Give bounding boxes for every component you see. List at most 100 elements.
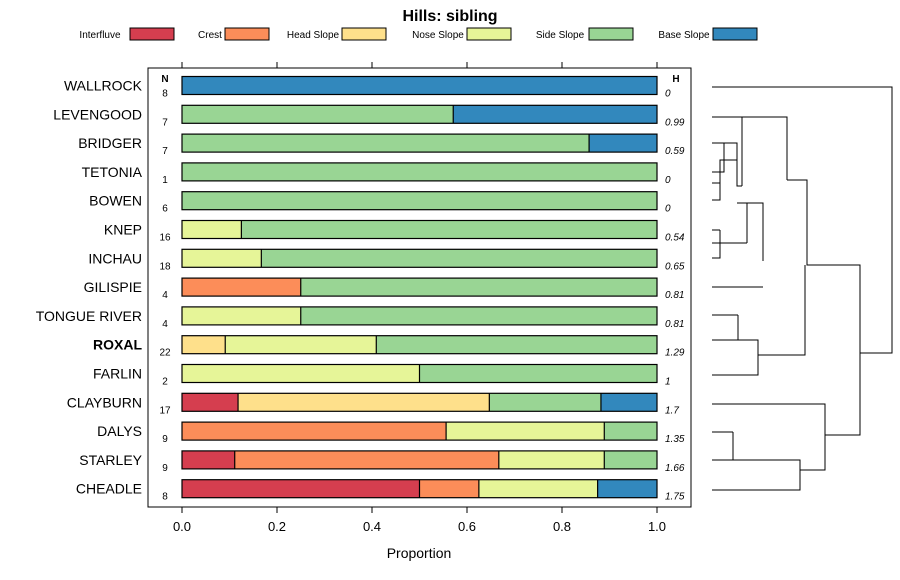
x-tick-label: 0.2 — [268, 519, 286, 534]
category-label: FARLIN — [93, 366, 142, 382]
dendrogram-branch — [712, 403, 826, 471]
bar-segment — [182, 364, 420, 383]
legend: Interfluve Crest Head Slope Nose Slope Side … — [79, 27, 758, 41]
h-value: 0.81 — [665, 290, 684, 301]
h-value: 0.65 — [665, 261, 685, 272]
n-value: 17 — [159, 405, 171, 416]
legend-swatch — [588, 27, 634, 41]
n-value: 4 — [162, 319, 168, 330]
bar-outline — [181, 191, 658, 211]
n-value: 8 — [162, 89, 168, 100]
h-value: 0.59 — [665, 146, 685, 157]
h-value: 1.7 — [665, 405, 679, 416]
h-value: 0.54 — [665, 233, 685, 244]
h-value: 0.99 — [665, 117, 685, 128]
legend-label: Base Slope — [658, 30, 710, 41]
bar-segment — [446, 422, 605, 441]
bar-segment — [182, 105, 454, 124]
bar-segment — [376, 335, 657, 354]
bar-segment — [182, 191, 657, 210]
h-value: 1.66 — [665, 463, 685, 474]
bar-outline — [181, 75, 658, 96]
dendrogram-branch — [724, 159, 742, 187]
h-value: 0 — [665, 89, 671, 100]
plot-frame — [147, 67, 692, 508]
bar-segment — [604, 450, 657, 469]
bar-segment — [300, 278, 657, 297]
dendrogram-branch — [737, 202, 748, 243]
legend-swatch — [129, 27, 175, 41]
h-value: 1.29 — [665, 348, 685, 359]
bar-segment — [225, 335, 377, 354]
bar-segment — [597, 479, 657, 498]
bar-segment — [182, 393, 239, 412]
bar-segment — [478, 479, 598, 498]
bar-segment — [489, 393, 601, 412]
bar-outline — [181, 133, 658, 153]
h-value: 1 — [665, 377, 671, 388]
x-tick-label: 0.6 — [458, 519, 476, 534]
dendrogram-branch — [747, 202, 764, 261]
bars: WALLROCK 8 0 LEVENGOOD 7 0.99 BRIDGER 7 0.59 TETO… — [36, 75, 685, 503]
n-value: 7 — [162, 146, 168, 157]
category-label: TETONIA — [82, 164, 143, 180]
bar-segment — [182, 134, 590, 153]
category-label: BOWEN — [89, 193, 142, 209]
legend-label: Side Slope — [536, 30, 585, 41]
bar-outline — [181, 450, 658, 470]
legend-swatch — [712, 27, 758, 41]
bar-segment — [453, 105, 657, 124]
bar-segment — [182, 479, 420, 498]
bar-segment — [234, 450, 499, 469]
n-value: 7 — [162, 117, 168, 128]
dendrogram-branch — [712, 432, 801, 491]
bar-segment — [498, 450, 605, 469]
n-value: 2 — [162, 377, 168, 388]
n-value: 18 — [159, 261, 171, 272]
bar-segment — [589, 134, 657, 153]
bar-segment — [419, 479, 479, 498]
bar-outline — [181, 162, 658, 182]
x-tick-label: 1.0 — [648, 519, 666, 534]
category-label: BRIDGER — [78, 135, 142, 151]
bar-outline — [181, 248, 658, 268]
dendrogram-branch — [712, 315, 759, 376]
bar-outline — [181, 104, 658, 124]
n-value: 8 — [162, 492, 168, 503]
legend-swatch — [341, 27, 387, 41]
dendrogram — [712, 86, 893, 491]
bar-segment — [182, 450, 235, 469]
h-value: 0 — [665, 204, 671, 215]
category-label: CHEADLE — [76, 481, 142, 497]
n-value: 9 — [162, 463, 168, 474]
legend-label: Head Slope — [287, 30, 340, 41]
bar-outline — [181, 335, 658, 355]
bar-segment — [300, 306, 657, 325]
n-value: 9 — [162, 434, 168, 445]
bar-outline — [181, 306, 658, 326]
x-tick-label: 0.8 — [553, 519, 571, 534]
bar-segment — [238, 393, 490, 412]
category-label: KNEP — [104, 222, 142, 238]
category-label: INCHAU — [88, 250, 142, 266]
n-value: 1 — [162, 175, 168, 186]
category-label: DALYS — [97, 423, 142, 439]
dendrogram-branch — [758, 265, 806, 356]
x-axis-label: Proportion — [387, 545, 452, 561]
category-label: GILISPIE — [84, 279, 142, 295]
chart-title: Hills: sibling — [402, 8, 497, 25]
bar-outline — [181, 277, 658, 297]
category-label: TONGUE RIVER — [36, 308, 142, 324]
legend-swatch — [224, 27, 270, 41]
legend-swatch — [466, 27, 512, 41]
h-value: 0 — [665, 175, 671, 186]
category-label: WALLROCK — [64, 78, 143, 94]
bar-outline — [181, 219, 658, 240]
dendrogram-branch — [712, 142, 738, 173]
n-value: 4 — [162, 290, 168, 301]
bar-segment — [600, 393, 657, 412]
legend-label: Interfluve — [79, 30, 121, 41]
bar-outline — [181, 421, 658, 441]
bar-segment — [182, 306, 301, 325]
category-label: CLAYBURN — [67, 394, 142, 410]
